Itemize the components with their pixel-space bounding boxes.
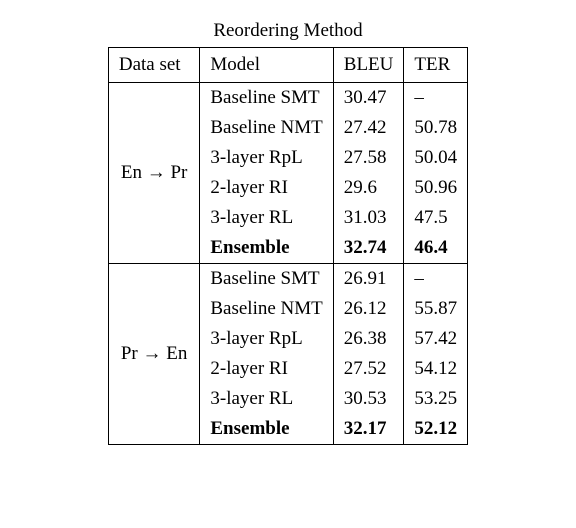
cell-ter: – [404,264,468,295]
cell-ter: 54.12 [404,354,468,384]
cell-bleu: 30.53 [333,384,404,414]
cell-bleu: 29.6 [333,173,404,203]
cell-model: Baseline NMT [200,294,333,324]
cell-ter: 53.25 [404,384,468,414]
cell-ter: 52.12 [404,414,468,445]
cell-model: 3-layer RL [200,203,333,233]
cell-bleu: 31.03 [333,203,404,233]
cell-bleu: 26.12 [333,294,404,324]
cell-ter: 50.78 [404,113,468,143]
cell-bleu: 32.17 [333,414,404,445]
cell-model: Baseline NMT [200,113,333,143]
cell-bleu: 32.74 [333,233,404,264]
cell-model: Ensemble [200,414,333,445]
table-caption: Reordering Method [20,20,556,42]
cell-model: 2-layer RI [200,354,333,384]
cell-model: Ensemble [200,233,333,264]
cell-ter: 46.4 [404,233,468,264]
header-model: Model [200,48,333,83]
header-row: Data set Model BLEU TER [108,48,467,83]
cell-bleu: 27.58 [333,143,404,173]
cell-model: 3-layer RpL [200,324,333,354]
header-dataset: Data set [108,48,200,83]
header-bleu: BLEU [333,48,404,83]
table-row: Pr → En Baseline SMT 26.91 – [108,264,467,295]
results-table: Data set Model BLEU TER En → Pr Baseline… [108,47,468,445]
cell-bleu: 27.52 [333,354,404,384]
cell-ter: 50.04 [404,143,468,173]
cell-ter: 50.96 [404,173,468,203]
cell-model: 2-layer RI [200,173,333,203]
cell-ter: 55.87 [404,294,468,324]
cell-bleu: 26.38 [333,324,404,354]
cell-bleu: 30.47 [333,83,404,114]
cell-ter: 57.42 [404,324,468,354]
header-ter: TER [404,48,468,83]
cell-model: 3-layer RL [200,384,333,414]
cell-model: 3-layer RpL [200,143,333,173]
dataset-cell: Pr → En [108,264,200,445]
cell-ter: – [404,83,468,114]
cell-model: Baseline SMT [200,83,333,114]
cell-model: Baseline SMT [200,264,333,295]
cell-bleu: 26.91 [333,264,404,295]
table-row: En → Pr Baseline SMT 30.47 – [108,83,467,114]
cell-ter: 47.5 [404,203,468,233]
cell-bleu: 27.42 [333,113,404,143]
dataset-cell: En → Pr [108,83,200,264]
